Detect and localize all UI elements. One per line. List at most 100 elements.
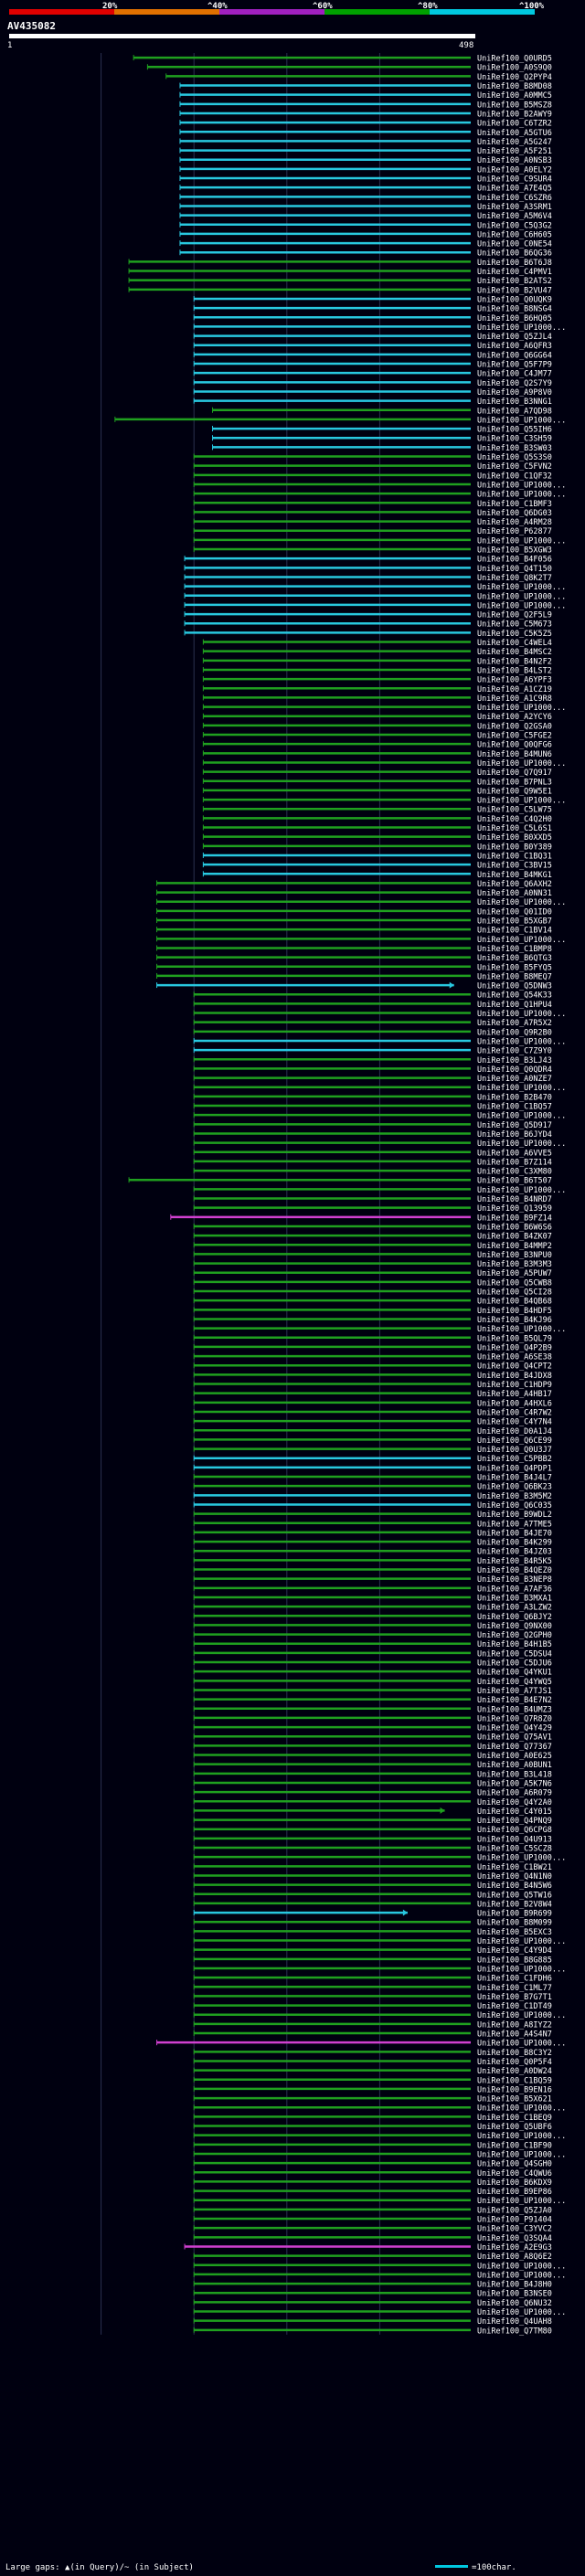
hit-row[interactable]: UniRef100_B4QEZ0 [193,1566,552,1575]
hit-row[interactable]: UniRef100_A5F251 [179,147,552,156]
hit-label[interactable]: UniRef100_Q4UAH8 [477,2317,552,2327]
hit-label[interactable]: UniRef100_B5FYQ5 [477,963,552,972]
hit-row[interactable]: UniRef100_UP1000... [193,2262,566,2271]
hit-label[interactable]: UniRef100_C5L6S1 [477,824,552,833]
hit-label[interactable]: UniRef100_A5G247 [477,138,552,147]
hit-row[interactable]: UniRef100_A7E4Q5 [179,185,552,194]
hit-row[interactable]: UniRef100_B0Y389 [202,843,552,852]
hit-row[interactable]: UniRef100_B6T507 [128,1177,552,1186]
hit-label[interactable]: UniRef100_UP1000... [477,1186,566,1195]
hit-label[interactable]: UniRef100_A1C9R8 [477,694,552,704]
hit-row[interactable]: UniRef100_B3M5M2 [193,1492,552,1501]
hit-row[interactable]: UniRef100_Q6CE99 [193,1436,552,1446]
hit-label[interactable]: UniRef100_Q4YKU1 [477,1669,552,1678]
hit-label[interactable]: UniRef100_B4JE70 [477,1529,552,1538]
hit-row[interactable]: UniRef100_B2ATS2 [128,277,552,286]
hit-label[interactable]: UniRef100_B3NPU0 [477,1251,552,1260]
hit-row[interactable]: UniRef100_A0BUN1 [193,1761,552,1770]
hit-label[interactable]: UniRef100_P91404 [477,2216,552,2225]
hit-row[interactable]: UniRef100_B8G885 [193,1956,552,1965]
hit-label[interactable]: UniRef100_C1BW21 [477,1863,552,1872]
hit-label[interactable]: UniRef100_Q2GPH0 [477,1631,552,1640]
hit-row[interactable]: UniRef100_UP1000... [193,2308,566,2317]
hit-label[interactable]: UniRef100_UP1000... [477,704,566,713]
hit-row[interactable]: UniRef100_C5M673 [184,620,552,630]
hit-row[interactable]: UniRef100_B4MKG1 [202,871,552,880]
hit-row[interactable]: UniRef100_C4JM77 [193,370,552,379]
hit-label[interactable]: UniRef100_C6H605 [477,230,552,239]
hit-row[interactable]: UniRef100_B9EP86 [193,2188,552,2197]
hit-label[interactable]: UniRef100_B2VU47 [477,286,552,295]
hit-label[interactable]: UniRef100_Q01ID0 [477,907,552,917]
hit-label[interactable]: UniRef100_UP1000... [477,491,566,500]
hit-row[interactable]: UniRef100_C5DJU6 [193,1659,552,1669]
hit-row[interactable]: UniRef100_B9R699 [193,1909,552,1919]
hit-label[interactable]: UniRef100_A2YCY6 [477,713,552,722]
hit-label[interactable]: UniRef100_B3L418 [477,1770,552,1779]
hit-row[interactable]: UniRef100_Q6AXH2 [156,880,552,889]
hit-label[interactable]: UniRef100_Q4T150 [477,565,552,574]
hit-row[interactable]: UniRef100_Q0URD5 [133,55,552,64]
hit-label[interactable]: UniRef100_B3M3M3 [477,1260,552,1269]
hit-row[interactable]: UniRef100_C3SH59 [212,435,552,444]
hit-row[interactable]: UniRef100_Q4YWQ5 [193,1678,552,1687]
hit-row[interactable]: UniRef100_B7PNL3 [202,778,552,787]
hit-row[interactable]: UniRef100_Q6CPG8 [193,1826,552,1835]
hit-label[interactable]: UniRef100_B8G885 [477,1956,552,1965]
hit-label[interactable]: UniRef100_A0DW24 [477,2067,552,2076]
hit-row[interactable]: UniRef100_Q4P2B9 [193,1343,552,1352]
hit-row[interactable]: UniRef100_A0NZE7 [193,1075,552,1084]
hit-label[interactable]: UniRef100_A0S9Q0 [477,64,552,73]
hit-label[interactable]: UniRef100_C4PMV1 [477,268,552,277]
hit-label[interactable]: UniRef100_Q4CPT2 [477,1362,552,1372]
hit-row[interactable]: UniRef100_A4RM28 [193,518,552,527]
hit-label[interactable]: UniRef100_UP1000... [477,2104,566,2114]
hit-row[interactable]: UniRef100_C1BQ31 [202,852,552,861]
hit-row[interactable]: UniRef100_B5FYQ5 [156,963,552,972]
hit-row[interactable]: UniRef100_Q6NU32 [193,2299,552,2308]
hit-row[interactable]: UniRef100_Q2GPH0 [193,1631,552,1640]
hit-row[interactable]: UniRef100_B4MUN6 [202,750,552,759]
hit-row[interactable]: UniRef100_UP1000... [193,536,566,546]
hit-row[interactable]: UniRef100_Q5UBF6 [193,2123,552,2132]
hit-row[interactable]: UniRef100_Q2GSA0 [202,722,552,731]
hit-label[interactable]: UniRef100_UP1000... [477,2197,566,2206]
hit-row[interactable]: UniRef100_C5FVN2 [193,462,552,472]
hit-label[interactable]: UniRef100_A4HB17 [477,1390,552,1399]
hit-label[interactable]: UniRef100_UP1000... [477,797,566,806]
hit-label[interactable]: UniRef100_Q13959 [477,1204,552,1214]
hit-label[interactable]: UniRef100_Q6AXH2 [477,880,552,889]
hit-label[interactable]: UniRef100_Q1HPU4 [477,1001,552,1010]
hit-label[interactable]: UniRef100_UP1000... [477,1084,566,1093]
hit-row[interactable]: UniRef100_B2V8W4 [193,1900,552,1909]
hit-row[interactable]: UniRef100_C5L6S1 [202,824,552,833]
hit-row[interactable]: UniRef100_A5GTU6 [179,129,552,138]
hit-label[interactable]: UniRef100_B4UMZ3 [477,1705,552,1714]
hit-label[interactable]: UniRef100_A6SE38 [477,1353,552,1362]
hit-label[interactable]: UniRef100_B3MXA1 [477,1594,552,1603]
hit-row[interactable]: UniRef100_UP1000... [202,797,566,806]
hit-row[interactable]: UniRef100_C1QF32 [193,472,552,481]
hit-row[interactable]: UniRef100_A7QD98 [212,407,552,416]
hit-label[interactable]: UniRef100_C1FDH6 [477,1975,552,1984]
hit-label[interactable]: UniRef100_C1BF90 [477,2141,552,2150]
hit-label[interactable]: UniRef100_UP1000... [477,1937,566,1946]
hit-label[interactable]: UniRef100_UP1000... [477,1854,566,1863]
hit-row[interactable]: UniRef100_UP1000... [193,1084,566,1093]
hit-row[interactable]: UniRef100_C6TZR2 [179,120,552,129]
hit-label[interactable]: UniRef100_Q6BK23 [477,1483,552,1492]
hit-row[interactable]: UniRef100_UP1000... [156,898,567,907]
hit-row[interactable]: UniRef100_C5Q3G2 [179,221,552,230]
hit-label[interactable]: UniRef100_Q5ZJL4 [477,333,552,342]
hit-row[interactable]: UniRef100_C5FGE2 [202,732,552,741]
hit-row[interactable]: UniRef100_UP1000... [193,1937,566,1946]
hit-label[interactable]: UniRef100_Q6NU32 [477,2299,552,2308]
hit-row[interactable]: UniRef100_Q0U3J7 [193,1446,552,1455]
hit-row[interactable]: UniRef100_P91404 [193,2216,552,2225]
hit-row[interactable]: UniRef100_B3NNG1 [193,398,552,407]
hit-row[interactable]: UniRef100_A5G247 [179,138,552,147]
hit-label[interactable]: UniRef100_P62877 [477,527,552,536]
hit-label[interactable]: UniRef100_C1BMP8 [477,945,552,954]
hit-row[interactable]: UniRef100_A0NSB3 [179,156,552,165]
hit-row[interactable]: UniRef100_C4Y9D4 [193,1946,552,1956]
